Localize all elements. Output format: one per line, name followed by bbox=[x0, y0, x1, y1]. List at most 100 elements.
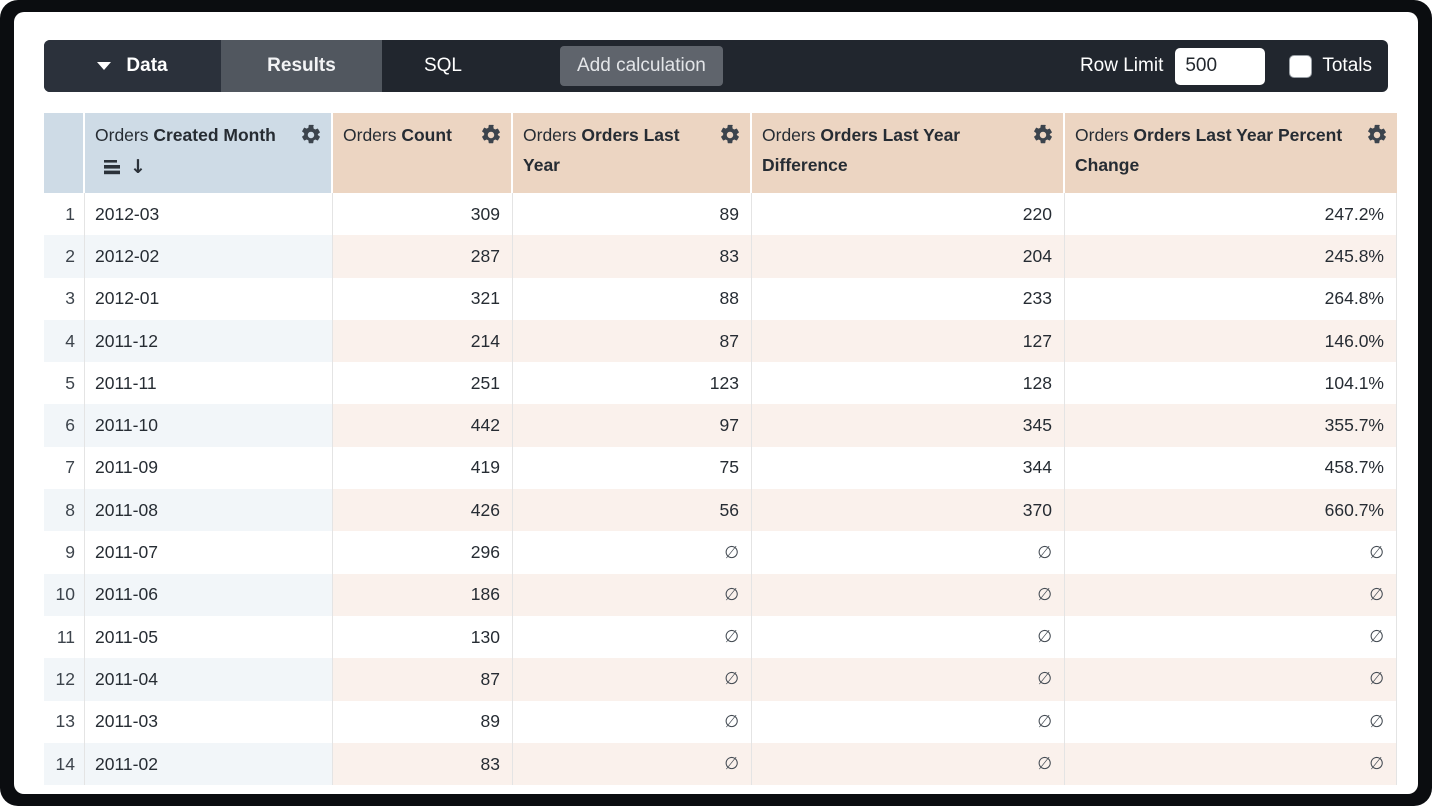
tab-sql[interactable]: SQL bbox=[382, 40, 504, 92]
cell-count[interactable]: 442 bbox=[333, 404, 513, 447]
cell-created-month[interactable]: 2011-10 bbox=[85, 404, 333, 447]
cell-orders-last-year[interactable]: ∅ bbox=[513, 700, 752, 743]
gear-icon[interactable] bbox=[1032, 124, 1054, 146]
cell-created-month[interactable]: 2011-02 bbox=[85, 742, 333, 786]
cell-count[interactable]: 214 bbox=[333, 319, 513, 363]
null-value-icon: ∅ bbox=[1369, 669, 1384, 690]
tab-results[interactable]: Results bbox=[221, 40, 382, 92]
cell-created-month[interactable]: 2012-03 bbox=[85, 193, 333, 236]
cell-count[interactable]: 87 bbox=[333, 658, 513, 701]
null-value-icon: ∅ bbox=[724, 542, 739, 563]
cell-orders-last-year-difference[interactable]: 127 bbox=[752, 319, 1065, 363]
cell-count[interactable]: 251 bbox=[333, 362, 513, 405]
cell-count[interactable]: 309 bbox=[333, 193, 513, 236]
cell-created-month[interactable]: 2011-06 bbox=[85, 573, 333, 616]
cell-orders-last-year-difference[interactable]: 345 bbox=[752, 404, 1065, 447]
cell-created-month[interactable]: 2011-03 bbox=[85, 700, 333, 743]
cell-orders-last-year-percent-change[interactable]: ∅ bbox=[1065, 742, 1397, 786]
cell-created-month[interactable]: 2011-05 bbox=[85, 615, 333, 659]
cell-orders-last-year[interactable]: 88 bbox=[513, 277, 752, 320]
cell-orders-last-year-percent-change[interactable]: 245.8% bbox=[1065, 235, 1397, 278]
gear-icon[interactable] bbox=[719, 124, 741, 146]
cell-count[interactable]: 296 bbox=[333, 531, 513, 574]
cell-orders-last-year-percent-change[interactable]: 104.1% bbox=[1065, 362, 1397, 405]
cell-orders-last-year[interactable]: ∅ bbox=[513, 658, 752, 701]
results-toolbar: Data Results SQL Add calculation Row Lim… bbox=[44, 40, 1388, 92]
cell-orders-last-year[interactable]: 89 bbox=[513, 193, 752, 236]
cell-orders-last-year-percent-change[interactable]: ∅ bbox=[1065, 658, 1397, 701]
cell-count[interactable]: 89 bbox=[333, 700, 513, 743]
column-header-orders-last-year-percent-change[interactable]: Orders Orders Last Year Percent Change bbox=[1065, 113, 1397, 193]
cell-count[interactable]: 426 bbox=[333, 489, 513, 532]
null-value-icon: ∅ bbox=[724, 711, 739, 732]
cell-count[interactable]: 186 bbox=[333, 573, 513, 616]
cell-created-month[interactable]: 2011-04 bbox=[85, 658, 333, 701]
cell-created-month[interactable]: 2011-07 bbox=[85, 531, 333, 574]
cell-orders-last-year-difference[interactable]: 204 bbox=[752, 235, 1065, 278]
null-value-icon: ∅ bbox=[1369, 711, 1384, 732]
cell-count[interactable]: 419 bbox=[333, 446, 513, 490]
cell-orders-last-year-difference[interactable]: ∅ bbox=[752, 531, 1065, 574]
cell-orders-last-year-difference[interactable]: 233 bbox=[752, 277, 1065, 320]
cell-orders-last-year-percent-change[interactable]: 264.8% bbox=[1065, 277, 1397, 320]
cell-orders-last-year-difference[interactable]: ∅ bbox=[752, 742, 1065, 786]
table-row: 3 2012-01 321 88 233 264.8% bbox=[44, 277, 1397, 320]
cell-created-month[interactable]: 2011-09 bbox=[85, 446, 333, 490]
cell-orders-last-year-difference[interactable]: 220 bbox=[752, 193, 1065, 236]
cell-created-month[interactable]: 2012-02 bbox=[85, 235, 333, 278]
cell-count[interactable]: 130 bbox=[333, 615, 513, 659]
tab-data[interactable]: Data bbox=[44, 40, 221, 92]
chevron-down-icon[interactable] bbox=[97, 62, 112, 70]
add-calculation-button[interactable]: Add calculation bbox=[560, 46, 723, 86]
cell-orders-last-year-difference[interactable]: ∅ bbox=[752, 658, 1065, 701]
cell-orders-last-year-percent-change[interactable]: ∅ bbox=[1065, 615, 1397, 659]
cell-orders-last-year-percent-change[interactable]: ∅ bbox=[1065, 531, 1397, 574]
null-value-icon: ∅ bbox=[1037, 754, 1052, 774]
sort-desc-arrow-icon[interactable]: ↓ bbox=[130, 155, 146, 178]
cell-orders-last-year[interactable]: 87 bbox=[513, 319, 752, 363]
cell-orders-last-year-difference[interactable]: 370 bbox=[752, 489, 1065, 532]
cell-orders-last-year-percent-change[interactable]: ∅ bbox=[1065, 573, 1397, 616]
cell-orders-last-year[interactable]: ∅ bbox=[513, 573, 752, 616]
cell-orders-last-year[interactable]: ∅ bbox=[513, 531, 752, 574]
gear-icon[interactable] bbox=[1366, 124, 1388, 146]
cell-orders-last-year-percent-change[interactable]: 355.7% bbox=[1065, 404, 1397, 447]
cell-created-month[interactable]: 2011-11 bbox=[85, 362, 333, 405]
cell-orders-last-year[interactable]: 56 bbox=[513, 489, 752, 532]
explore-results-panel: Data Results SQL Add calculation Row Lim… bbox=[14, 12, 1418, 794]
column-header-count[interactable]: Orders Count bbox=[333, 113, 513, 193]
cell-orders-last-year-difference[interactable]: ∅ bbox=[752, 615, 1065, 659]
cell-orders-last-year[interactable]: 97 bbox=[513, 404, 752, 447]
cell-orders-last-year-difference[interactable]: 128 bbox=[752, 362, 1065, 405]
cell-orders-last-year-difference[interactable]: ∅ bbox=[752, 573, 1065, 616]
cell-created-month[interactable]: 2011-12 bbox=[85, 319, 333, 363]
cell-orders-last-year-percent-change[interactable]: 660.7% bbox=[1065, 489, 1397, 532]
cell-count[interactable]: 83 bbox=[333, 742, 513, 786]
cell-orders-last-year[interactable]: ∅ bbox=[513, 742, 752, 786]
table-header: Orders Created Month↓ Orders Count Orders … bbox=[44, 113, 1397, 193]
cell-count[interactable]: 321 bbox=[333, 277, 513, 320]
cell-orders-last-year[interactable]: ∅ bbox=[513, 615, 752, 659]
table-body: 1 2012-03 309 89 220 247.2% 2 2012-02 287 83 204 24… bbox=[44, 193, 1397, 786]
cell-orders-last-year-percent-change[interactable]: 458.7% bbox=[1065, 446, 1397, 490]
cell-orders-last-year-percent-change[interactable]: 146.0% bbox=[1065, 319, 1397, 363]
column-header-created-month[interactable]: Orders Created Month↓ bbox=[85, 113, 333, 193]
column-header-orders-last-year-difference[interactable]: Orders Orders Last Year Difference bbox=[752, 113, 1065, 193]
cell-created-month[interactable]: 2011-08 bbox=[85, 489, 333, 532]
cell-orders-last-year-percent-change[interactable]: 247.2% bbox=[1065, 193, 1397, 236]
cell-orders-last-year-difference[interactable]: ∅ bbox=[752, 700, 1065, 743]
toolbar-right-group: Row Limit Totals bbox=[1080, 40, 1388, 92]
column-header-orders-last-year[interactable]: Orders Orders Last Year bbox=[513, 113, 752, 193]
row-limit-input[interactable] bbox=[1175, 47, 1266, 85]
cell-orders-last-year-percent-change[interactable]: ∅ bbox=[1065, 700, 1397, 743]
totals-checkbox[interactable] bbox=[1289, 54, 1313, 78]
gear-icon[interactable] bbox=[480, 124, 502, 146]
gear-icon[interactable] bbox=[300, 124, 322, 146]
cell-created-month[interactable]: 2012-01 bbox=[85, 277, 333, 320]
cell-count[interactable]: 287 bbox=[333, 235, 513, 278]
cell-orders-last-year[interactable]: 75 bbox=[513, 446, 752, 490]
cell-orders-last-year-difference[interactable]: 344 bbox=[752, 446, 1065, 490]
table-row: 1 2012-03 309 89 220 247.2% bbox=[44, 193, 1397, 236]
cell-orders-last-year[interactable]: 83 bbox=[513, 235, 752, 278]
cell-orders-last-year[interactable]: 123 bbox=[513, 362, 752, 405]
